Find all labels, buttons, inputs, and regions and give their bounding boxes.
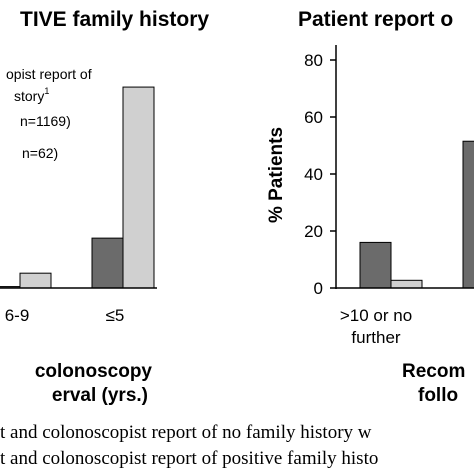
left-chart-title: TIVE family history — [20, 8, 209, 31]
legend-line-3: n=1169) — [20, 113, 71, 129]
bar-right-dark-1 — [462, 140, 474, 289]
legend-line-2: story1 — [14, 86, 49, 104]
bar-left-light-0 — [19, 272, 52, 289]
y-tick-label-40: 40 — [304, 165, 323, 184]
right-y-ticks: 0 20 40 60 80 — [304, 51, 336, 298]
caption-line-1: t and colonoscopist report of no family … — [0, 422, 372, 443]
right-chart-title: Patient report o — [298, 8, 453, 31]
y-axis-label: % Patients — [266, 127, 287, 223]
caption-line-2: t and colonoscopist report of positive f… — [0, 448, 378, 469]
right-x-tick-line-1: >10 or no — [340, 306, 412, 325]
bar-right-light-0 — [390, 279, 423, 289]
left-x-tick-2: ≤5 — [106, 306, 125, 325]
right-x-label-1: Recom — [402, 361, 465, 382]
legend-line-4: n=62) — [22, 145, 58, 161]
left-bars — [0, 86, 155, 289]
bar-left-dark-1 — [91, 237, 124, 289]
bar-right-dark-0 — [359, 241, 392, 289]
y-tick-label-60: 60 — [304, 108, 323, 127]
right-panel: Patient report o % Patients 0 20 40 60 80 >1… — [266, 8, 474, 406]
right-x-tick-line-2: further — [351, 328, 400, 347]
legend-line-1: opist report of — [6, 66, 92, 82]
y-tick-label-20: 20 — [304, 222, 323, 241]
right-x-label-2: follo — [418, 385, 458, 406]
left-x-tick-1: 6-9 — [5, 306, 30, 325]
y-tick-label-80: 80 — [304, 51, 323, 70]
left-x-label-2: erval (yrs.) — [52, 385, 148, 406]
bar-left-light-1 — [122, 86, 155, 289]
y-tick-label-0: 0 — [314, 279, 323, 298]
right-bars — [359, 140, 474, 289]
left-panel: TIVE family history opist report of stor… — [0, 8, 209, 406]
left-x-label-1: colonoscopy — [35, 361, 153, 382]
